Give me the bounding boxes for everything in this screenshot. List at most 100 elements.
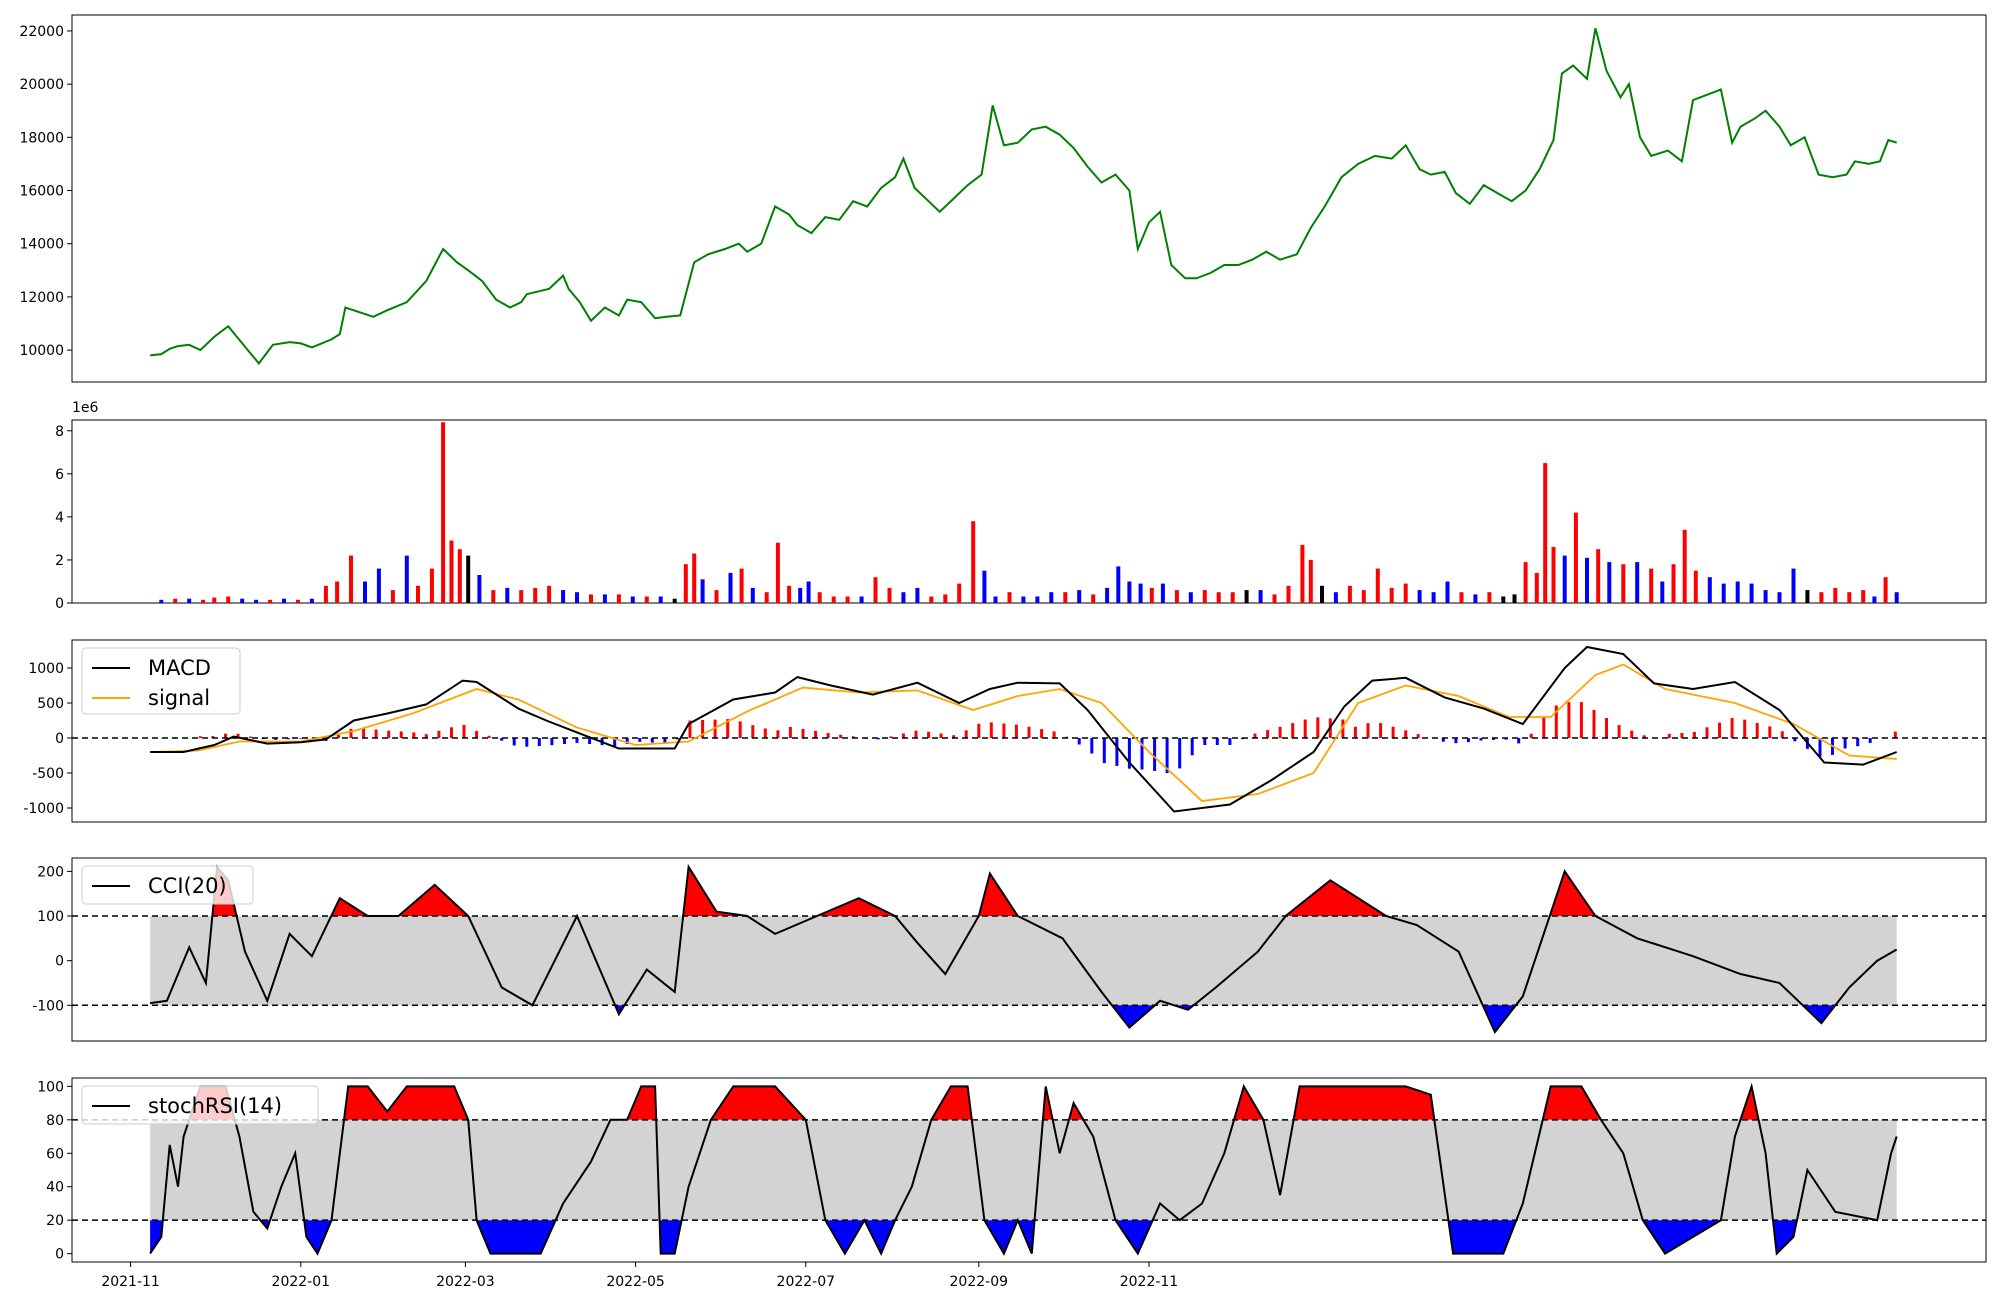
macd-hist-bar: [914, 730, 918, 738]
volume-bar: [1230, 592, 1235, 603]
y-tick-label: 40: [46, 1180, 64, 1196]
y-tick-label: 1000: [28, 661, 64, 677]
macd-hist-bar: [1391, 726, 1395, 738]
volume-bar: [1501, 596, 1506, 603]
volume-bar: [282, 598, 286, 603]
macd-hist-bar: [224, 733, 227, 738]
legend-label: CCI(20): [148, 874, 227, 898]
volume-bar: [1872, 596, 1877, 603]
volume-bar: [1721, 583, 1726, 603]
volume-bar: [1105, 587, 1110, 603]
macd-hist-bar: [1542, 717, 1546, 738]
macd-hist-bar: [1379, 723, 1383, 738]
macd-hist-bar: [1115, 738, 1119, 766]
macd-hist-bar: [1165, 738, 1169, 774]
volume-bar: [533, 587, 538, 603]
volume-bar: [714, 590, 719, 603]
volume-bar: [1160, 583, 1165, 603]
macd-hist-bar: [826, 733, 830, 738]
volume-bar: [589, 594, 593, 603]
macd-hist-bar: [374, 729, 378, 738]
macd-hist-bar: [1416, 734, 1420, 738]
y-tick-label: 100: [37, 909, 64, 925]
volume-bar: [644, 596, 649, 603]
macd-hist-bar: [1605, 718, 1608, 738]
volume-bar: [1116, 566, 1121, 603]
macd-hist-bar: [1768, 726, 1772, 738]
y-tick-label: -100: [32, 998, 64, 1014]
macd-hist-bar: [901, 733, 905, 738]
volume-bar: [1188, 592, 1193, 603]
volume-bar: [296, 599, 300, 603]
macd-hist-bar: [1190, 738, 1194, 756]
volume-bar: [859, 596, 864, 603]
volume-bar: [1138, 583, 1143, 603]
macd-hist-bar: [1040, 729, 1044, 738]
macd-hist-bar: [1404, 730, 1408, 738]
volume-bar: [1007, 592, 1012, 603]
macd-hist-bar: [211, 736, 215, 738]
macd-hist-bar: [1316, 717, 1320, 738]
y-tick-label: -500: [32, 766, 64, 782]
volume-bar: [764, 592, 769, 603]
volume-bar: [1607, 562, 1612, 603]
volume-bar: [309, 598, 314, 603]
volume-bar: [1258, 590, 1263, 603]
macd-hist-bar: [1140, 738, 1144, 770]
volume-bar: [1693, 570, 1698, 603]
overbought-fill: [150, 866, 1897, 916]
macd-hist-bar: [1705, 727, 1709, 738]
volume-bar: [700, 579, 705, 603]
macd-hist-bar: [1630, 730, 1634, 738]
volume-bar: [1021, 596, 1026, 603]
volume-bar: [787, 585, 792, 603]
volume-bar: [692, 553, 697, 603]
volume-bar: [212, 597, 217, 603]
macd-hist-bar: [362, 728, 366, 738]
volume-bar: [1749, 583, 1754, 603]
macd-hist-bar: [1341, 719, 1345, 738]
macd-hist-bar: [876, 738, 880, 740]
volume-offset-text: 1e6: [72, 400, 99, 416]
legend-label: stochRSI(14): [148, 1094, 282, 1118]
y-tick-label: 22000: [19, 24, 64, 40]
macd-hist-bar: [1504, 738, 1508, 740]
volume-bar: [1512, 594, 1517, 603]
volume-bar: [630, 596, 635, 603]
macd-hist-bar: [701, 720, 705, 738]
y-tick-label: 0: [55, 1247, 64, 1263]
volume-bar: [1445, 581, 1450, 603]
volume-bar: [429, 568, 434, 603]
macd-hist-bar: [751, 725, 755, 738]
macd-hist-bar: [349, 728, 353, 738]
macd-hist-bar: [236, 733, 240, 738]
volume-bar: [873, 577, 878, 603]
volume-bar: [901, 592, 906, 603]
macd-hist-bar: [1642, 735, 1646, 738]
macd-hist-bar: [1856, 738, 1860, 747]
macd-hist-bar: [475, 731, 479, 738]
volume-bar: [505, 587, 510, 603]
macd-hist-bar: [537, 738, 541, 746]
macd-hist-bar: [1529, 733, 1533, 738]
macd-hist-bar: [1266, 730, 1270, 738]
macd-hist-bar: [1617, 725, 1621, 738]
macd-hist-bar: [801, 728, 805, 738]
volume-bar: [915, 587, 920, 603]
macd-hist-bar: [1466, 738, 1470, 743]
macd-hist-bar: [726, 719, 730, 738]
macd-hist-bar: [1077, 738, 1081, 745]
macd-hist-bar: [399, 731, 403, 738]
volume-bar: [971, 521, 976, 603]
macd-hist-bar: [512, 738, 516, 746]
volume-bar: [1763, 590, 1768, 603]
macd-hist-bar: [851, 736, 855, 738]
volume-bar: [1883, 577, 1888, 603]
legend-label: MACD: [148, 656, 211, 680]
x-tick-label: 2022-05: [606, 1274, 665, 1290]
volume-bar: [201, 599, 206, 603]
macd-hist-bar: [1692, 731, 1696, 738]
y-tick-label: 60: [46, 1146, 64, 1162]
volume-bar: [1894, 592, 1899, 603]
volume-bar: [1149, 587, 1154, 603]
